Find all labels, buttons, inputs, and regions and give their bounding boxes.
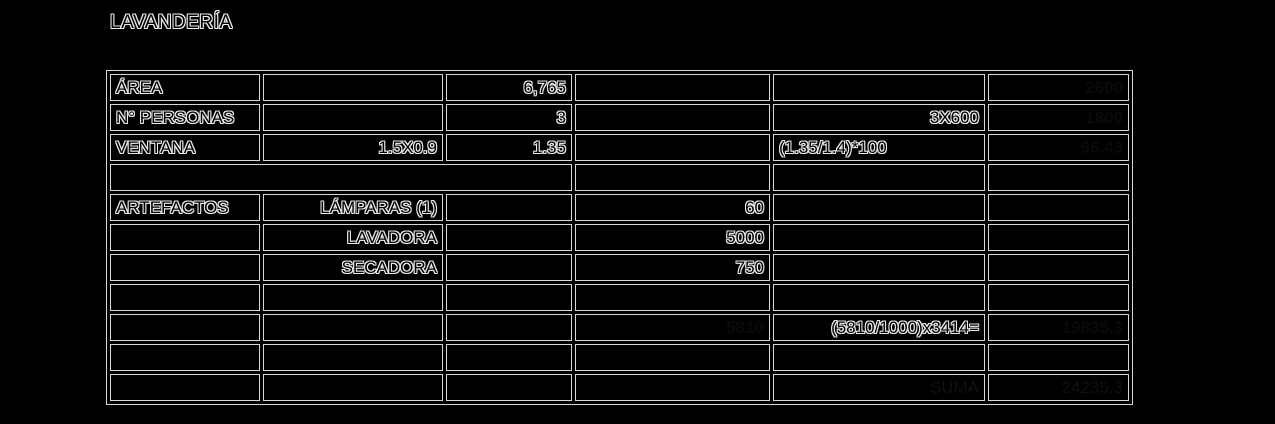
table-row-11: SUMA 24235.3: [110, 374, 1129, 401]
cell-A10[interactable]: [110, 344, 260, 371]
cell-F8[interactable]: [988, 284, 1129, 311]
cell-F9[interactable]: 19835.3: [988, 314, 1129, 341]
cell-A7[interactable]: [110, 254, 260, 281]
cell-F11[interactable]: 24235.3: [988, 374, 1129, 401]
cell-B3[interactable]: 1.5X0.9: [263, 134, 443, 161]
cell-C3[interactable]: 1.35: [446, 134, 572, 161]
table-row-10: [110, 344, 1129, 371]
cell-E4[interactable]: [773, 164, 985, 191]
cell-B9[interactable]: [263, 314, 443, 341]
cell-D1[interactable]: [575, 74, 770, 101]
cell-B2[interactable]: [263, 104, 443, 131]
cell-C5[interactable]: [446, 194, 572, 221]
cell-F7[interactable]: [988, 254, 1129, 281]
table-row-1: ÁREA 6,765 2600: [110, 74, 1129, 101]
cell-B7[interactable]: SECADORA: [263, 254, 443, 281]
cell-A1[interactable]: ÁREA: [110, 74, 260, 101]
cell-C2[interactable]: 3: [446, 104, 572, 131]
table-row-4: [110, 164, 1129, 191]
cell-F3[interactable]: 96.43: [988, 134, 1129, 161]
cell-E2[interactable]: 3X600: [773, 104, 985, 131]
cell-F5[interactable]: [988, 194, 1129, 221]
worksheet-table: ÁREA 6,765 2600 N° PERSONAS 3 3X600 1800 VENTAN…: [106, 70, 1133, 405]
cell-D2[interactable]: [575, 104, 770, 131]
cell-B11[interactable]: [263, 374, 443, 401]
cell-C10[interactable]: [446, 344, 572, 371]
cell-E10[interactable]: [773, 344, 985, 371]
cell-F4[interactable]: [988, 164, 1129, 191]
table-row-8: [110, 284, 1129, 311]
cell-E3[interactable]: (1.35/1.4)*100: [773, 134, 985, 161]
cell-A9[interactable]: [110, 314, 260, 341]
cell-E6[interactable]: [773, 224, 985, 251]
cell-D9[interactable]: 5810: [575, 314, 770, 341]
cell-A8[interactable]: [110, 284, 260, 311]
cell-C6[interactable]: [446, 224, 572, 251]
cell-F2[interactable]: 1800: [988, 104, 1129, 131]
cell-D5[interactable]: 60: [575, 194, 770, 221]
cell-B10[interactable]: [263, 344, 443, 371]
cell-A4[interactable]: [110, 164, 572, 191]
table-row-3: VENTANA 1.5X0.9 1.35 (1.35/1.4)*100 96.43: [110, 134, 1129, 161]
page-title: LAVANDERÍA: [110, 12, 233, 33]
cell-D8[interactable]: [575, 284, 770, 311]
cell-C1[interactable]: 6,765: [446, 74, 572, 101]
cell-D11[interactable]: [575, 374, 770, 401]
cell-F10[interactable]: [988, 344, 1129, 371]
cell-A5[interactable]: ARTEFACTOS: [110, 194, 260, 221]
cell-B8[interactable]: [263, 284, 443, 311]
cell-D6[interactable]: 5000: [575, 224, 770, 251]
cell-C9[interactable]: [446, 314, 572, 341]
table-row-9: 5810 (5810/1000)x3414= 19835.3: [110, 314, 1129, 341]
cell-E9[interactable]: (5810/1000)x3414=: [773, 314, 985, 341]
table-row-5: ARTEFACTOS LÁMPARAS (1) 60: [110, 194, 1129, 221]
cell-D7[interactable]: 750: [575, 254, 770, 281]
cell-D3[interactable]: [575, 134, 770, 161]
cell-D10[interactable]: [575, 344, 770, 371]
cell-E7[interactable]: [773, 254, 985, 281]
cell-C11[interactable]: [446, 374, 572, 401]
cell-B6[interactable]: LAVADORA: [263, 224, 443, 251]
cell-A3[interactable]: VENTANA: [110, 134, 260, 161]
cell-C8[interactable]: [446, 284, 572, 311]
cell-C7[interactable]: [446, 254, 572, 281]
cell-D4[interactable]: [575, 164, 770, 191]
cell-A2[interactable]: N° PERSONAS: [110, 104, 260, 131]
cell-E11[interactable]: SUMA: [773, 374, 985, 401]
table-row-2: N° PERSONAS 3 3X600 1800: [110, 104, 1129, 131]
cell-F1[interactable]: 2600: [988, 74, 1129, 101]
cell-E5[interactable]: [773, 194, 985, 221]
table-row-7: SECADORA 750: [110, 254, 1129, 281]
table-row-6: LAVADORA 5000: [110, 224, 1129, 251]
cell-E8[interactable]: [773, 284, 985, 311]
cell-A6[interactable]: [110, 224, 260, 251]
cell-A11[interactable]: [110, 374, 260, 401]
cell-B5[interactable]: LÁMPARAS (1): [263, 194, 443, 221]
cell-B1[interactable]: [263, 74, 443, 101]
cell-F6[interactable]: [988, 224, 1129, 251]
cell-E1[interactable]: [773, 74, 985, 101]
